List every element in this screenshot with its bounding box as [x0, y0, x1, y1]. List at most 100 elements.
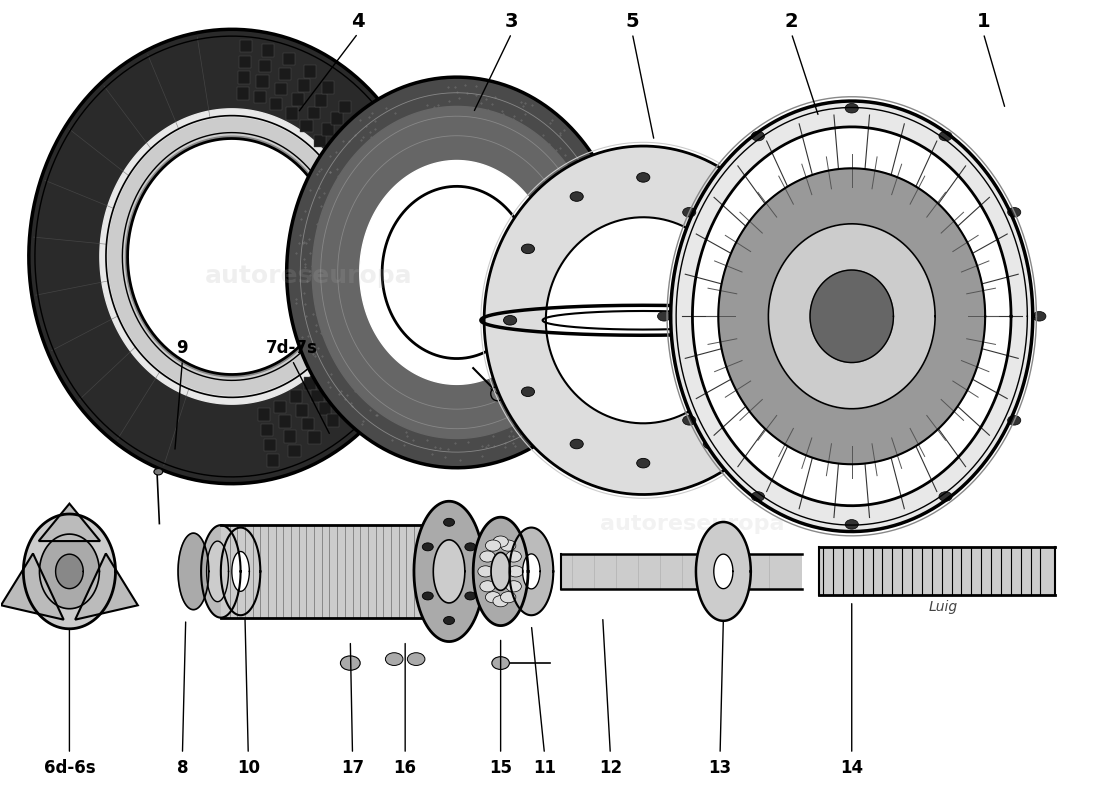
Polygon shape — [414, 502, 484, 642]
Bar — [353, 186, 365, 198]
Circle shape — [1008, 207, 1021, 217]
Bar — [360, 285, 372, 297]
Bar — [271, 98, 283, 110]
Circle shape — [683, 207, 696, 217]
Bar — [289, 390, 301, 403]
Bar — [322, 82, 334, 94]
Bar — [348, 282, 360, 294]
Text: 2: 2 — [784, 12, 799, 31]
Bar — [314, 134, 326, 147]
Bar — [334, 171, 346, 183]
Text: 13: 13 — [708, 759, 732, 778]
Text: autoreseuropa: autoreseuropa — [205, 265, 412, 289]
Text: 8: 8 — [177, 759, 188, 778]
Polygon shape — [232, 551, 250, 591]
Text: 12: 12 — [598, 759, 622, 778]
Bar — [311, 390, 323, 402]
Bar — [279, 415, 292, 428]
Bar — [344, 133, 356, 145]
Text: 15: 15 — [490, 759, 513, 778]
Text: 6d-6s: 6d-6s — [44, 759, 96, 778]
Bar — [256, 75, 268, 88]
Bar — [260, 60, 272, 72]
Polygon shape — [23, 514, 116, 629]
Circle shape — [506, 581, 521, 592]
Polygon shape — [509, 527, 553, 615]
Text: 7d-7s: 7d-7s — [266, 339, 318, 357]
Polygon shape — [221, 527, 261, 615]
Bar — [261, 424, 273, 436]
Circle shape — [703, 439, 716, 449]
Polygon shape — [484, 146, 802, 494]
Bar — [326, 373, 338, 385]
Circle shape — [465, 543, 476, 551]
Polygon shape — [312, 106, 602, 438]
Text: 14: 14 — [840, 759, 864, 778]
Bar — [345, 163, 358, 176]
Text: 1: 1 — [977, 12, 990, 31]
Circle shape — [570, 439, 583, 449]
Circle shape — [637, 173, 650, 182]
Polygon shape — [382, 186, 531, 358]
Circle shape — [1033, 311, 1046, 321]
Bar — [371, 206, 383, 218]
Bar — [284, 430, 296, 442]
Polygon shape — [473, 517, 528, 626]
Polygon shape — [768, 224, 935, 409]
Bar — [334, 142, 346, 154]
Polygon shape — [128, 138, 336, 374]
Bar — [300, 120, 312, 132]
Bar — [337, 325, 349, 337]
Bar — [315, 94, 327, 106]
Bar — [238, 71, 250, 84]
Circle shape — [154, 469, 163, 475]
Bar — [327, 414, 339, 427]
Polygon shape — [128, 138, 336, 374]
Circle shape — [480, 581, 495, 592]
Bar — [383, 290, 395, 303]
Bar — [343, 394, 355, 407]
Circle shape — [485, 592, 501, 603]
Polygon shape — [75, 554, 138, 620]
Polygon shape — [178, 533, 209, 610]
Circle shape — [752, 387, 766, 397]
Bar — [324, 152, 337, 164]
Bar — [319, 402, 331, 414]
Circle shape — [570, 192, 583, 202]
Bar — [374, 234, 386, 246]
Circle shape — [504, 315, 517, 325]
Bar — [296, 404, 308, 417]
Circle shape — [508, 566, 524, 577]
Bar — [386, 262, 398, 274]
Bar — [322, 123, 334, 136]
Polygon shape — [201, 525, 241, 618]
Polygon shape — [546, 218, 740, 423]
Bar — [221, 525, 434, 618]
Polygon shape — [207, 541, 229, 602]
Bar — [264, 439, 276, 451]
Circle shape — [521, 244, 535, 254]
Polygon shape — [360, 161, 553, 384]
Polygon shape — [287, 77, 627, 468]
Bar — [375, 174, 387, 187]
Bar — [279, 68, 292, 80]
Polygon shape — [382, 186, 531, 358]
Circle shape — [751, 131, 764, 141]
Polygon shape — [491, 553, 510, 590]
Bar — [236, 87, 249, 100]
Bar — [818, 547, 1055, 595]
Circle shape — [407, 653, 425, 666]
Circle shape — [703, 192, 716, 202]
Text: 9: 9 — [177, 339, 188, 357]
Text: 17: 17 — [341, 759, 364, 778]
Polygon shape — [671, 101, 1033, 531]
Bar — [561, 554, 802, 589]
Text: 11: 11 — [534, 759, 556, 778]
Bar — [304, 66, 316, 78]
Bar — [350, 236, 362, 249]
Polygon shape — [104, 114, 359, 399]
Circle shape — [770, 315, 783, 325]
Bar — [308, 431, 320, 444]
Bar — [342, 192, 354, 204]
Bar — [298, 79, 310, 92]
